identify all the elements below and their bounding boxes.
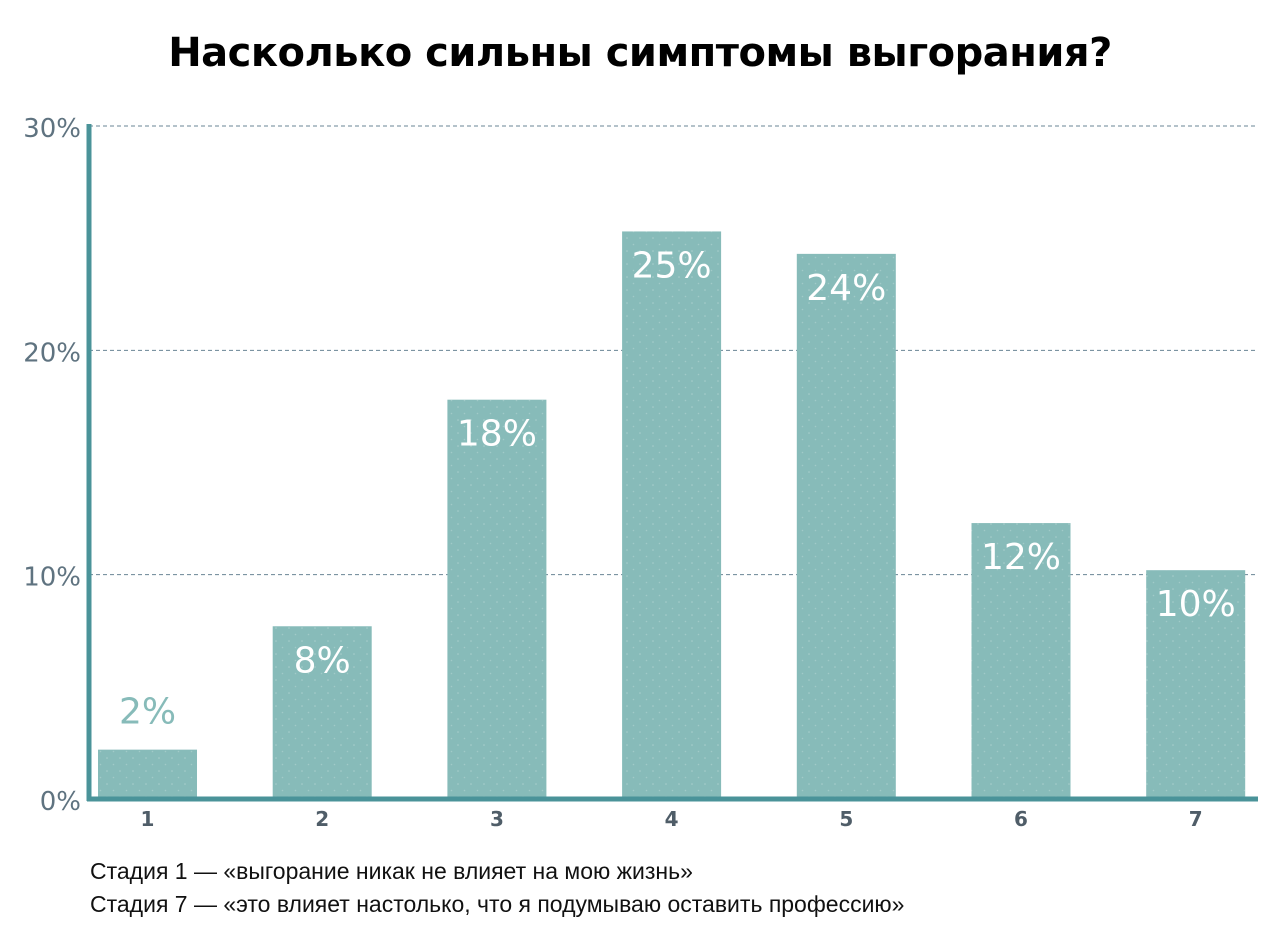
bar-texture [272, 626, 372, 799]
data-label: 18% [457, 414, 537, 455]
chart-title: Насколько сильны симптомы выгорания? [168, 30, 1112, 76]
bar-texture [447, 399, 547, 799]
data-label: 24% [806, 268, 886, 309]
y-tick-label: 30% [23, 114, 81, 144]
bar-texture [98, 749, 197, 799]
x-tick-label: 7 [1189, 807, 1203, 831]
bar-texture [622, 231, 722, 800]
x-tick-label: 3 [490, 807, 504, 831]
y-tick-label: 20% [23, 338, 81, 368]
data-label: 2% [119, 692, 176, 733]
bar-texture [1146, 570, 1246, 799]
y-tick-label: 0% [40, 787, 81, 817]
caption-stage-7: Стадия 7 — «это влияет настолько, что я … [90, 891, 905, 917]
data-label: 12% [981, 537, 1061, 578]
data-label: 10% [1156, 584, 1236, 625]
y-tick-label: 10% [23, 563, 81, 593]
bar-texture [971, 523, 1071, 799]
y-axis-ticks: 0% 10% 20% 30% [23, 114, 81, 817]
data-labels: 2% 8% 18% 25% 24% 12% 10% [119, 245, 1236, 732]
x-tick-label: 6 [1014, 807, 1028, 831]
x-tick-label: 2 [315, 807, 329, 831]
x-tick-label: 4 [665, 807, 679, 831]
bar-texture [796, 253, 896, 799]
x-axis-ticks: 1 2 3 4 5 6 7 [141, 807, 1203, 831]
caption-stage-1: Стадия 1 — «выгорание никак не влияет на… [90, 858, 693, 884]
bars [98, 231, 1246, 800]
data-label: 8% [294, 640, 351, 681]
data-label: 25% [632, 245, 712, 286]
x-tick-label: 1 [141, 807, 155, 831]
axes [86, 124, 1258, 802]
x-tick-label: 5 [839, 807, 853, 831]
